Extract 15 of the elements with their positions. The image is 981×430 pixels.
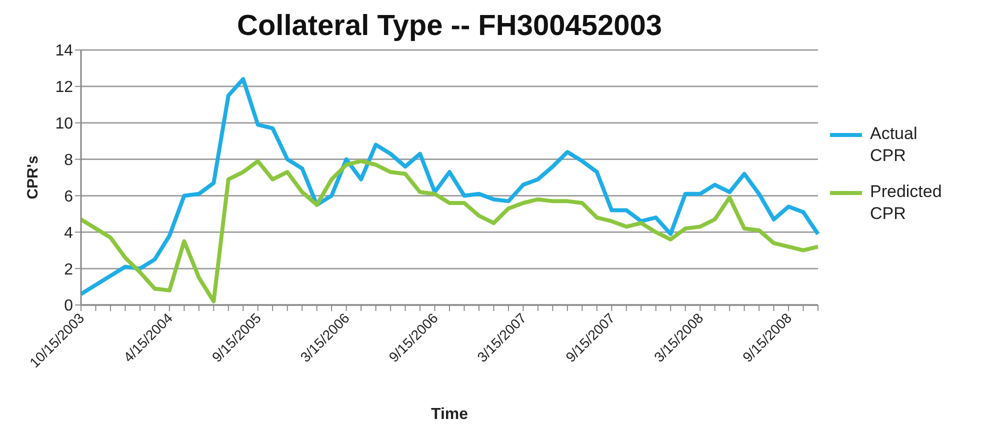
y-tick-label: 10	[55, 116, 74, 133]
y-axis-title: CPR's	[24, 156, 42, 200]
line-series	[79, 159, 820, 304]
y-tick-label: 6	[64, 188, 74, 206]
line-series	[79, 77, 820, 296]
y-tick-label: 12	[55, 79, 74, 96]
x-axis-title: Time	[430, 406, 468, 423]
y-tick-label: 8	[64, 152, 74, 169]
chart-title: Collateral Type -- FH300452003	[236, 10, 663, 43]
legend-label: Predicted CPR	[870, 181, 943, 225]
y-tick-label: 0	[64, 298, 74, 315]
y-tick-label: 2	[64, 261, 74, 278]
y-tick-label: 4	[64, 224, 74, 242]
y-tick-label: 14	[55, 42, 74, 60]
legend-label: Actual CPR	[870, 123, 918, 167]
